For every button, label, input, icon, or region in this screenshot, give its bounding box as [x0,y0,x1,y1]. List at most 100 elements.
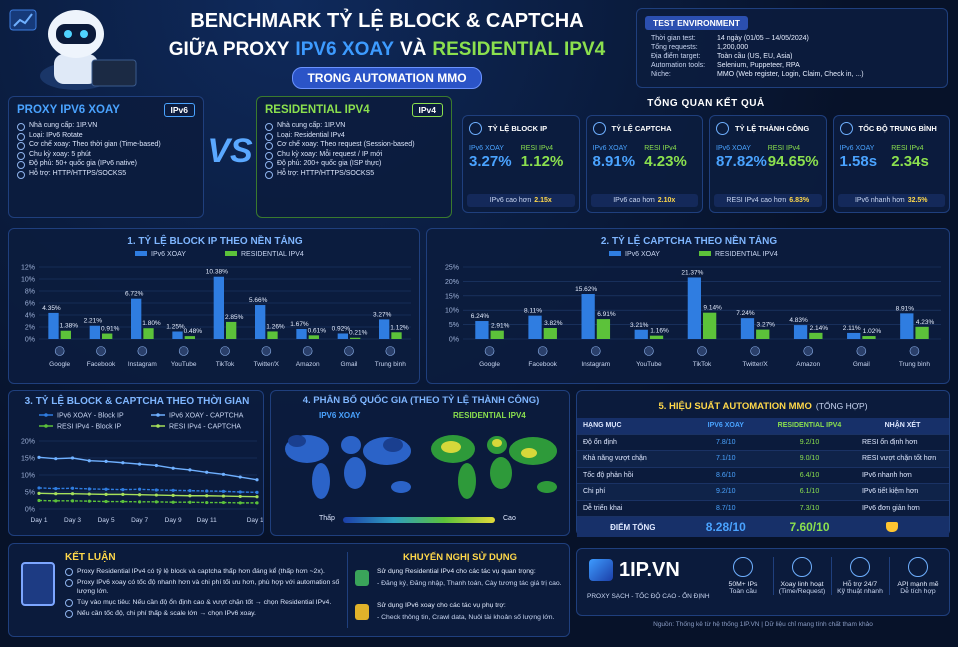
right-label: RESI IPv4 [644,145,677,152]
point [205,489,209,493]
table-cell: 8.6/10 [716,471,736,479]
table-cell: IPv6 nhanh hơn [861,471,912,479]
card-header: TỐC ĐỘ TRUNG BÌNH [839,122,944,135]
right-label: RESI IPv4 [767,145,801,152]
title-part: VÀ [400,39,427,60]
value-label: 0.21% [349,330,368,337]
title-part: GIỮA PROXY [168,39,290,60]
table-cell: 9.2/10 [799,438,820,446]
x-tick-label: Amazon [796,361,820,368]
y-tick-label: 6% [25,301,35,308]
bar [862,336,876,339]
title-line-1: BENCHMARK TỶ LỆ BLOCK & CAPTCHA [190,10,584,32]
feature-icon [908,557,928,577]
recommend-icon [355,570,369,586]
score-table: 5. HIỆU SUẤT AUTOMATION MMO (TỔNG HỢP) HẠN… [576,390,950,537]
env-value: 1,200,000 [717,44,749,51]
map-right-label: RESIDENTIAL IPV4 [453,411,526,420]
bar [213,276,224,339]
note-text: IPv6 cao hơn [613,197,655,204]
proxy-item: Chu kỳ xoay: 5 phút [17,151,195,160]
brand-feature: Xoay linh hoạt (Time/Request) [773,557,830,595]
header-cell: HẠNG MỤC [583,422,622,430]
table-title: 5. HIỆU SUẤT AUTOMATION MMO [658,401,812,412]
feature-line-2: Toàn cầu [729,588,757,595]
bar [809,332,823,339]
point [255,490,259,494]
card-header: TỶ LỆ CAPTCHA [592,122,697,135]
legend-marker [44,424,48,428]
right-value: 94.65% [767,153,819,170]
point [154,463,158,468]
value-label: 8.91% [896,305,915,312]
y-tick-label: 10% [445,308,459,315]
platform-icon [856,346,867,356]
legend-label: RESI IPv4 - CAPTCHA [169,424,241,431]
legend-swatch [699,251,711,256]
header-cell: RESIDENTIAL IPV4 [777,422,842,430]
note-highlight: 2.10x [657,197,676,204]
point [70,499,75,503]
bar [900,313,914,339]
proxy-item: Chu kỳ xoay: Mỗi request / IP mới [265,151,443,160]
table-cell: Khả năng vượt chặn [583,455,647,463]
proxy-item: Độ phủ: 50+ quốc gia (IPv6 native) [17,160,195,169]
x-tick-label: Facebook [528,361,557,368]
legend-gradient [343,517,495,523]
value-label: 1.67% [290,321,309,328]
value-label: 10.38% [206,269,228,276]
chart-title: 3. TỶ LỆ BLOCK & CAPTCHA THEO THỜI GIAN [25,394,250,407]
bar [296,328,307,339]
card-note: IPv6 nhanh hơn 32.5% [837,194,945,207]
proxy-badge: IPv6 [163,103,195,117]
point [54,457,58,461]
title-part: RESIDENTIAL IPV4 [432,39,606,60]
point [138,462,142,466]
map-left-label: IPV6 XOAY [319,411,361,420]
value-label: 2.85% [225,314,244,321]
env-title: TEST ENVIRONMENT [645,16,748,30]
world-maps [285,435,557,499]
legend-label: IPv6 XOAY [151,251,186,258]
value-label: 1.80% [142,320,161,327]
proxy-title: PROXY IPV6 XOAY [17,104,120,116]
y-tick-label: 5% [25,490,35,497]
title-badge: TRONG AUTOMATION MMO [292,67,482,89]
x-tick-label: Trung bình [899,361,931,368]
card-icon [716,122,729,135]
point [121,461,125,465]
value-label: 5.66% [249,297,268,304]
proxy-item: Hỗ trợ: HTTP/HTTPS/SOCKS5 [265,170,443,179]
point [37,455,41,459]
left-label: IPv6 XOAY [469,145,504,152]
value-label: 0.61% [308,327,327,334]
x-tick-label: Day 7 [131,517,148,524]
platform-icon [484,346,495,356]
value-label: 3.21% [630,322,649,329]
point [238,494,242,499]
point [121,492,125,496]
y-tick-label: 20% [21,439,35,446]
table-cell: 6.1/10 [799,488,820,496]
point [104,492,108,496]
right-label: RESI IPv4 [520,145,554,152]
value-label: 2.21% [84,318,103,325]
bar [475,321,489,339]
point [154,500,158,504]
point [37,491,41,495]
table-row: Dễ triển khai 8.7/10 7.3/10 IPv6 đơn giản h… [577,501,949,517]
result-card: TỶ LỆ CAPTCHA IPv6 XOAY RESI IPv4 8.91% 4.23… [585,115,703,213]
total-cell: 7.60/10 [789,520,830,534]
value-label: 3.82% [544,320,563,327]
value-label: 4.35% [42,305,61,312]
table-cell: 8.7/10 [716,504,736,512]
proxy-header: PROXY IPV6 XOAY IPv6 [17,103,195,117]
y-tick-label: 0% [25,337,35,344]
left-label: IPv6 XOAY [592,145,628,152]
proxy-item: Cơ chế xoay: Theo thời gian (Time-based) [17,141,195,150]
y-tick-label: 10% [21,473,35,480]
series-line [38,499,257,504]
value-label: 0.91% [101,326,120,333]
platform-icon [137,346,148,356]
clipboard-icon [21,562,55,606]
